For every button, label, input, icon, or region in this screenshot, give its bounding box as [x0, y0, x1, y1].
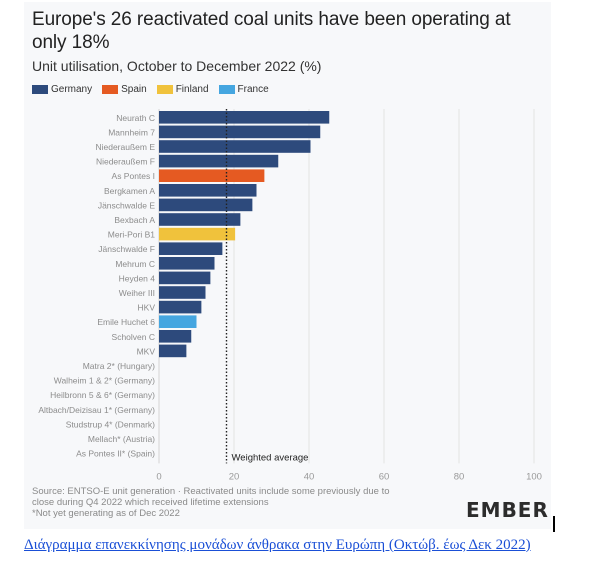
- chart-card: Europe's 26 reactivated coal units have …: [24, 2, 551, 529]
- legend-swatch: [32, 85, 48, 94]
- x-tick-label: 60: [379, 471, 390, 482]
- bar-j-nschwalde-f: [159, 242, 223, 255]
- x-tick-label: 40: [304, 471, 315, 482]
- chart-title: Europe's 26 reactivated coal units have …: [32, 9, 511, 53]
- bar-weiher-iii: [159, 286, 206, 299]
- category-label: Jänschwalde F: [98, 244, 155, 254]
- bar-mkv: [159, 344, 187, 358]
- category-label: Heyden 4: [119, 273, 156, 283]
- category-label: Jänschwalde E: [98, 200, 156, 210]
- bar-mannheim-7: [159, 125, 321, 139]
- bar-hkv: [159, 300, 202, 314]
- category-label: Niederaußem E: [95, 142, 155, 152]
- ember-logo: EMBER: [466, 498, 549, 522]
- chart-footer: Source: ENTSO-E unit generation · Reacti…: [32, 486, 432, 519]
- bar-emile-huchet-6: [159, 315, 197, 328]
- category-label: Walheim 1 & 2* (Germany): [54, 376, 155, 386]
- weighted-average-label: Weighted average: [232, 452, 309, 463]
- category-label: HKV: [138, 303, 156, 313]
- bar-as-pontes-i: [159, 169, 265, 182]
- legend-label: France: [237, 84, 269, 95]
- legend-label: Spain: [121, 84, 147, 95]
- bar-niederau-em-e: [159, 140, 311, 153]
- bar-bexbach-a: [159, 213, 241, 226]
- legend-item-finland: Finland: [156, 84, 209, 95]
- bar-mehrum-c: [159, 257, 215, 270]
- legend-item-spain: Spain: [102, 84, 147, 95]
- legend-swatch: [156, 85, 173, 94]
- bar-neurath-c: [159, 111, 330, 124]
- bar-scholven-c: [159, 330, 192, 343]
- x-tick-label: 100: [526, 471, 542, 482]
- legend: Germany Spain Finland France: [32, 84, 269, 95]
- caption-link[interactable]: Διάγραμμα επανεκκίνησης μονάδων άνθρακα …: [24, 537, 531, 553]
- category-label: Bergkamen A: [104, 186, 155, 196]
- category-label: Mellach* (Austria): [88, 434, 155, 444]
- category-label: Altbach/Deizisau 1* (Germany): [38, 405, 155, 415]
- bar-chart: 0 20 40 60 80 100 Neurath C Mannheim 7 Niederauß…: [38, 109, 542, 482]
- category-label: Niederaußem F: [96, 157, 155, 167]
- category-label: Mannheim 7: [108, 127, 155, 137]
- category-label: Matra 2* (Hungary): [83, 361, 155, 371]
- category-label: As Pontes II* (Spain): [76, 449, 155, 459]
- bar-meri-pori-b1: [159, 227, 236, 241]
- bar-heyden-4: [159, 271, 211, 285]
- category-label: Bexbach A: [114, 215, 155, 225]
- category-label: Mehrum C: [115, 259, 155, 269]
- category-label: As Pontes I: [112, 171, 155, 181]
- legend-swatch: [102, 85, 119, 94]
- category-label: Weiher III: [119, 288, 155, 298]
- bar-j-nschwalde-e: [159, 198, 253, 212]
- text-cursor: [553, 516, 555, 532]
- bar-bergkamen-a: [159, 184, 257, 197]
- category-label: Emile Huchet 6: [97, 317, 155, 327]
- x-tick-label: 20: [229, 471, 240, 482]
- legend-item-france: France: [218, 84, 269, 95]
- x-tick-label: 0: [156, 471, 161, 482]
- footnote: *Not yet generating as of Dec 2022: [32, 508, 180, 519]
- legend-item-germany: Germany: [32, 84, 92, 95]
- source-line-2: close during Q4 2022 which received life…: [32, 497, 269, 508]
- category-label: Scholven C: [112, 332, 155, 342]
- bar-niederau-em-f: [159, 154, 279, 168]
- source-line-1: Source: ENTSO-E unit generation · Reacti…: [32, 486, 390, 497]
- category-label: Studstrup 4* (Denmark): [66, 419, 155, 429]
- legend-label: Finland: [175, 84, 209, 95]
- legend-swatch: [218, 85, 235, 94]
- category-label: Meri-Pori B1: [108, 230, 156, 240]
- chart-subtitle: Unit utilisation, October to December 20…: [32, 58, 322, 74]
- category-label: Heilbronn 5 & 6* (Germany): [50, 390, 155, 400]
- x-tick-label: 80: [454, 471, 465, 482]
- category-label: MKV: [137, 346, 156, 356]
- category-label: Neurath C: [116, 113, 155, 123]
- legend-label: Germany: [51, 84, 93, 95]
